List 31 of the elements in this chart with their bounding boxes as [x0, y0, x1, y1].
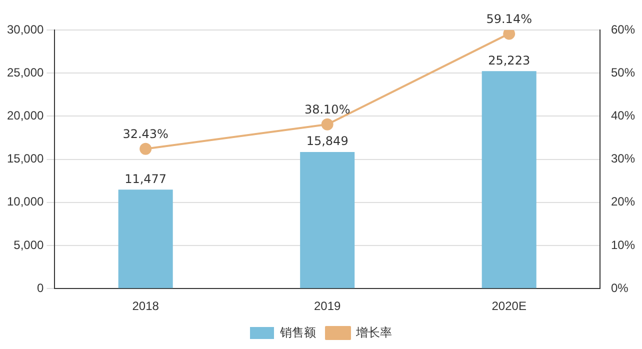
legend-label: 增长率	[355, 325, 392, 340]
data-label: 59.14%	[486, 12, 532, 26]
bar	[482, 71, 536, 288]
data-label: 38.10%	[304, 102, 350, 117]
y-tick-label: 30,000	[7, 22, 44, 36]
y-tick-label: 15,000	[7, 152, 44, 166]
x-tick-label: 2019	[314, 299, 342, 314]
y2-tick-label: 0%	[610, 280, 629, 295]
y2-tick-label: 30%	[610, 152, 636, 166]
point	[321, 118, 334, 130]
y2-tick-label: 60%	[610, 22, 636, 36]
bar	[300, 152, 355, 288]
x-tick-label: 2020E	[492, 299, 526, 314]
data-label: 11,477	[124, 172, 167, 186]
data-label: 15,849	[306, 134, 348, 148]
bar	[118, 190, 173, 288]
y-tick-label: 5,000	[14, 238, 44, 252]
x-tick-label: 2018	[132, 299, 160, 314]
point	[503, 30, 516, 40]
y2-tick-label: 20%	[610, 194, 636, 209]
y-tick-label: 0	[37, 280, 44, 295]
data-label: 25,223	[488, 53, 530, 68]
y-tick-label: 10,000	[7, 194, 44, 209]
point	[140, 142, 152, 155]
y-tick-label: 25,000	[7, 65, 44, 80]
legend-label: 销售额	[279, 325, 316, 340]
y2-tick-label: 50%	[610, 65, 636, 80]
data-label: 32.43%	[122, 126, 168, 141]
y2-tick-label: 40%	[610, 108, 636, 123]
y2-tick-label: 10%	[610, 238, 636, 252]
y-tick-label: 20,000	[7, 108, 44, 123]
